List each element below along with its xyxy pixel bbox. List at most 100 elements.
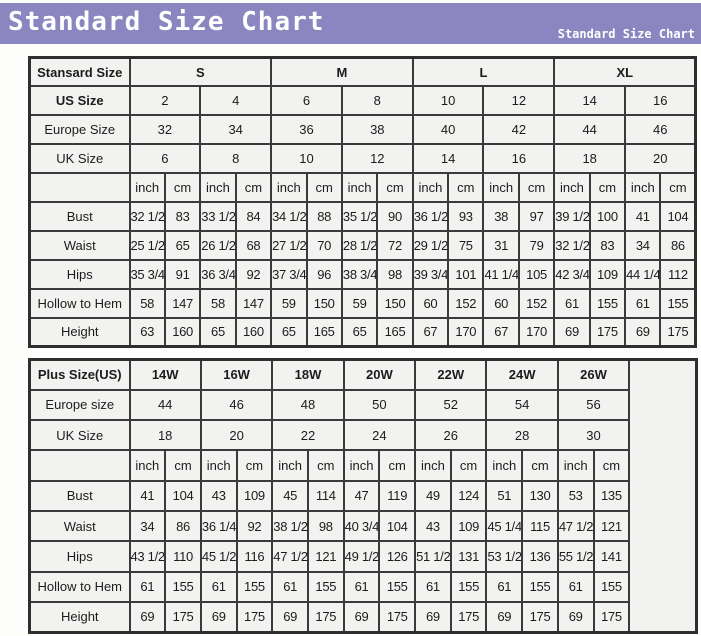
size-group-cell: XL <box>553 56 697 88</box>
measurement-cell: 61 <box>553 287 591 319</box>
size-group-cell: 22W <box>414 358 488 391</box>
measurement-cell: 32 1/2 <box>128 200 166 232</box>
size-value-cell: 34 <box>199 114 273 146</box>
size-group-cell: M <box>270 56 414 88</box>
measurement-cell: 175 <box>378 600 417 634</box>
measurement-cell: 26 1/2 <box>199 229 237 261</box>
measurement-cell: 101 <box>447 258 485 290</box>
cm-unit-header: cm <box>235 449 274 482</box>
measurement-cell: 109 <box>588 258 627 290</box>
measurement-cell: 92 <box>234 258 273 290</box>
measurement-cell: 155 <box>306 570 345 603</box>
size-value-cell: 6 <box>128 143 202 175</box>
size-group-cell: 20W <box>342 358 417 391</box>
size-value-cell: 26 <box>414 419 488 452</box>
row-label: US Size <box>28 85 131 117</box>
measurement-cell: 69 <box>556 600 595 634</box>
inch-unit-header: inch <box>553 172 591 203</box>
measurement-cell: 155 <box>164 570 202 603</box>
measurement-cell: 155 <box>592 570 631 603</box>
measurement-cell: 69 <box>414 600 452 634</box>
measurement-cell: 131 <box>449 540 488 573</box>
measurement-cell: 32 1/2 <box>553 229 591 261</box>
measurement-cell: 69 <box>128 600 167 634</box>
measurement-cell: 45 1/2 <box>199 540 238 573</box>
inch-unit-header: inch <box>340 172 379 203</box>
inch-unit-header: inch <box>485 449 524 482</box>
size-value-cell: 44 <box>553 114 627 146</box>
measurement-cell: 98 <box>376 258 414 290</box>
row-label: Hips <box>28 540 131 573</box>
measurement-cell: 152 <box>447 287 485 319</box>
size-group-cell: L <box>411 56 556 88</box>
cm-unit-header: cm <box>306 449 345 482</box>
measurement-cell: 83 <box>163 200 202 232</box>
measurement-cell: 60 <box>411 287 450 319</box>
measurement-cell: 175 <box>306 600 345 634</box>
size-group-cell: 26W <box>556 358 631 391</box>
size-value-cell: 32 <box>128 114 202 146</box>
inch-unit-header: inch <box>128 172 166 203</box>
empty-trailing-column <box>628 358 698 634</box>
standard-size-table-wrap: Stansard Size S M L XL US Size 2 4 6 8 10 12 14 16 Eur… <box>28 56 698 348</box>
measurement-cell: 121 <box>592 509 631 543</box>
page-title: Standard Size Chart <box>8 7 325 37</box>
measurement-cell: 86 <box>164 509 202 543</box>
measurement-cell: 114 <box>306 479 345 512</box>
measurement-cell: 155 <box>659 287 697 319</box>
measurement-cell: 105 <box>517 258 556 290</box>
unit-row-corner <box>28 449 131 482</box>
measurement-cell: 93 <box>447 200 485 232</box>
measurement-cell: 155 <box>449 570 488 603</box>
measurement-cell: 84 <box>234 200 273 232</box>
measurement-cell: 28 1/2 <box>340 229 379 261</box>
measurement-cell: 70 <box>305 229 343 261</box>
measurement-cell: 88 <box>305 200 343 232</box>
size-group-cell: 18W <box>271 358 345 391</box>
row-label: Hollow to Hem <box>28 287 131 319</box>
measurement-cell: 39 3/4 <box>411 258 450 290</box>
measurement-cell: 65 <box>270 316 308 348</box>
cm-unit-header: cm <box>521 449 559 482</box>
measurement-cell: 55 1/2 <box>556 540 595 573</box>
measurement-cell: 35 3/4 <box>128 258 166 290</box>
cm-unit-header: cm <box>449 449 488 482</box>
measurement-cell: 44 1/4 <box>624 258 662 290</box>
measurement-cell: 43 1/2 <box>128 540 167 573</box>
row-label: Height <box>28 316 131 348</box>
size-value-cell: 54 <box>485 388 559 422</box>
cm-unit-header: cm <box>164 449 202 482</box>
size-value-cell: 50 <box>342 388 417 422</box>
measurement-cell: 141 <box>592 540 631 573</box>
size-value-cell: 56 <box>556 388 631 422</box>
corner-label: Plus Size(US) <box>28 358 131 391</box>
cm-unit-header: cm <box>447 172 485 203</box>
size-value-cell: 18 <box>553 143 627 175</box>
measurement-cell: 104 <box>164 479 202 512</box>
size-value-cell: 10 <box>270 143 343 175</box>
measurement-cell: 115 <box>521 509 559 543</box>
inch-unit-header: inch <box>271 449 309 482</box>
measurement-cell: 147 <box>234 287 273 319</box>
unit-row-corner <box>28 172 131 203</box>
inch-unit-header: inch <box>414 449 452 482</box>
measurement-cell: 47 1/2 <box>556 509 595 543</box>
measurement-cell: 175 <box>592 600 631 634</box>
measurement-cell: 109 <box>235 479 274 512</box>
row-label: UK Size <box>28 143 131 175</box>
measurement-cell: 41 <box>128 479 167 512</box>
measurement-cell: 112 <box>659 258 697 290</box>
measurement-cell: 160 <box>163 316 202 348</box>
measurement-cell: 100 <box>588 200 627 232</box>
measurement-cell: 98 <box>306 509 345 543</box>
measurement-cell: 155 <box>588 287 627 319</box>
measurement-cell: 170 <box>447 316 485 348</box>
measurement-cell: 90 <box>376 200 414 232</box>
row-label: Bust <box>28 200 131 232</box>
measurement-cell: 51 1/2 <box>414 540 452 573</box>
measurement-cell: 43 <box>199 479 238 512</box>
measurement-cell: 39 1/2 <box>553 200 591 232</box>
size-value-cell: 16 <box>624 85 697 117</box>
measurement-cell: 147 <box>163 287 202 319</box>
inch-unit-header: inch <box>556 449 595 482</box>
